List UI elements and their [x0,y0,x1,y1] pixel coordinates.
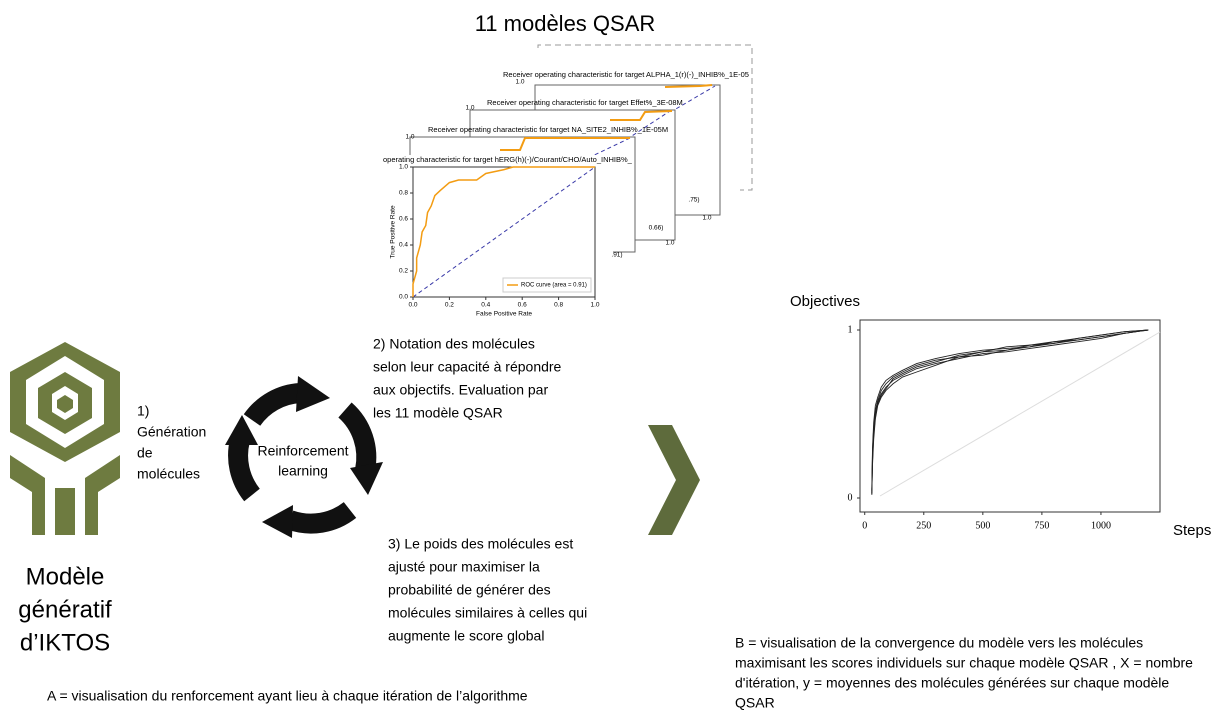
x-axis-label: False Positive Rate [476,311,532,318]
x-tick-label: 1000 [1091,520,1111,531]
cycle-heads [225,376,383,538]
chevron [648,425,700,535]
dashed-frame [537,44,753,191]
arc [338,402,377,473]
x-tick-label: 250 [916,520,931,531]
caption-b: B = visualisation de la convergence du m… [735,635,1143,651]
roc-line [664,84,713,88]
roc-title: operating characteristic for target hERG… [383,155,633,164]
step2: aux objectifs. Evaluation par [373,382,548,398]
x-tick-label: 500 [975,520,990,531]
y-tick-label: 0 [848,492,853,503]
model-name: Modèle [26,563,105,590]
roc-fragment: 1.0 [515,79,524,86]
arrow-head [225,415,258,445]
top-title: 11 modèles QSAR [475,11,656,36]
step1: molécules [137,466,200,482]
step3: probabilité de générer des [388,582,551,598]
x-tick-label: 0.8 [554,302,563,309]
step1: de [137,445,153,461]
step1: 1) [137,403,149,419]
convergence-curve [871,329,1149,492]
convergence-curve [871,329,1149,493]
y-tick-label: 0.2 [399,268,408,275]
x-tick-label: 750 [1034,520,1049,531]
x-tick-label: 0.6 [518,302,527,309]
step3: ajusté pour maximiser la [388,559,540,575]
arc [243,383,302,427]
arc [286,501,357,534]
step3: augmente le score global [388,628,544,644]
chance-line [412,166,596,298]
cycle-label: Reinforcement [257,443,348,459]
y-axis-label: True Positive Rate [390,205,397,259]
caption-b: d'itération, y = moyennes des molécules … [735,675,1169,691]
roc-fragment: .75) [688,197,699,204]
y-tick-label: 0.6 [399,216,408,223]
step1: Génération [137,424,206,440]
roc-fragment: .91) [611,252,622,259]
y-tick-label: 0.0 [399,294,408,301]
legend-box [502,277,592,293]
roc-front [383,155,613,320]
step2: selon leur capacité à répondre [373,359,562,375]
cycle [228,383,377,534]
logo-legs [10,455,120,535]
caption-b: QSAR [735,695,775,711]
logo-outer [10,342,120,462]
convergence-curve [871,329,1149,495]
objectives-title: Objectives [790,293,860,310]
convergence-curve [871,329,1149,495]
arrow-head [296,376,330,412]
x-tick-label: 0.0 [408,302,417,309]
roc-line [610,110,673,121]
logo-center [55,488,75,535]
logo-core [57,395,73,413]
faint-diagonal [879,331,1161,497]
objectives-x-label: Steps [1173,522,1211,539]
x-tick-label: 0 [862,520,867,531]
roc-fragment: 1.0 [405,134,414,141]
x-tick-label: 1.0 [590,302,599,309]
x-tick-label: 0.2 [445,302,454,309]
caption-b: maximisant les scores individuels sur ch… [735,655,1193,671]
model-name: génératif [18,596,112,623]
step3: molécules similaires à celles qui [388,605,587,621]
roc-title: Receiver operating characteristic for ta… [503,70,749,79]
roc-fragment: 1.0 [465,105,474,112]
roc-title: Receiver operating characteristic for ta… [428,125,668,134]
arc [228,437,261,502]
y-tick-label: 0.8 [399,190,408,197]
roc-fragment: 1.0 [665,240,674,247]
step3: 3) Le poids des molécules est [388,536,573,552]
arrow-head [262,505,293,538]
y-tick-label: 1.0 [399,164,408,171]
roc-fragment: 1.0 [702,215,711,222]
model-name: d’IKTOS [20,629,110,656]
y-tick-label: 0.4 [399,242,408,249]
step2: les 11 modèle QSAR [373,405,503,421]
step2: 2) Notation des molécules [373,336,535,352]
roc-title: Receiver operating characteristic for ta… [487,98,683,107]
roc-fragment: 0.66) [649,225,664,232]
roc-line [500,137,630,151]
legend-label: ROC curve (area = 0.91) [521,283,587,289]
convergence-curve [871,329,1149,490]
cycle-label: learning [278,463,328,479]
objectives-frame [859,319,1161,513]
arrow-head [350,462,383,495]
x-tick-label: 0.4 [481,302,490,309]
logo-inner [38,372,92,434]
logo [10,342,120,535]
roc-curve [412,166,595,297]
y-tick-label: 1 [848,324,853,335]
caption-a: A = visualisation du renforcement ayant … [47,688,528,704]
